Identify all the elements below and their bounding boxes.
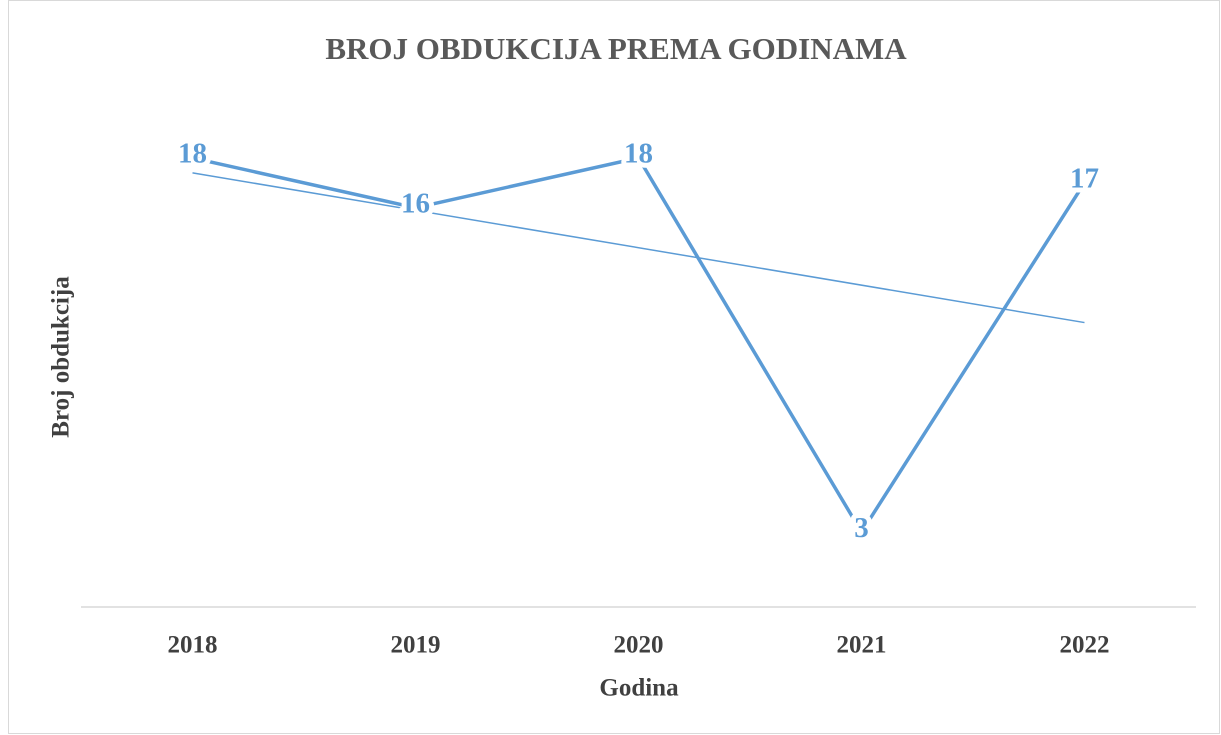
data-label: 18: [178, 138, 207, 170]
x-tick-label: 2022: [1060, 632, 1110, 659]
x-tick-label: 2021: [837, 632, 887, 659]
x-axis-label: Godina: [599, 675, 679, 702]
data-label: 17: [1070, 163, 1099, 195]
x-tick-label: 2019: [391, 632, 441, 659]
chart-title: BROJ OBDUKCIJA PREMA GODINAMA: [325, 31, 907, 66]
line: [192, 156, 1086, 534]
chart-border: [8, 0, 1220, 734]
x-tick-label: 2018: [168, 632, 218, 659]
data-label: 18: [624, 138, 653, 170]
data-label: 16: [401, 187, 430, 219]
x-tick-label: 2020: [614, 632, 664, 659]
data-label: 3: [854, 512, 869, 544]
y-axis-label: Broj obdukcija: [48, 276, 75, 438]
trendline: [192, 172, 1085, 324]
